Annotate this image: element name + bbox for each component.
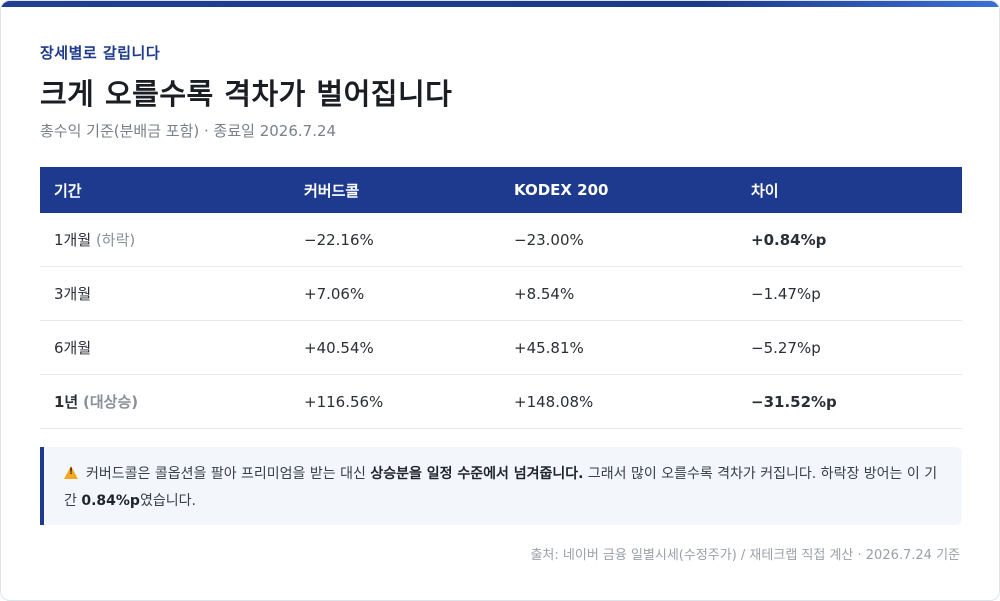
cell-kodex-200: −23.00% <box>500 213 737 267</box>
returns-table: 기간 커버드콜 KODEX 200 차이 1개월 (하락) −22.16% −2… <box>40 167 962 429</box>
cell-difference: +0.84%p <box>737 213 962 267</box>
period-label: 6개월 <box>54 339 92 357</box>
header-covered-call: 커버드콜 <box>290 167 500 213</box>
cell-period: 3개월 <box>40 266 290 321</box>
cell-covered-call: +116.56% <box>290 374 500 429</box>
cell-covered-call: +7.06% <box>290 266 500 321</box>
table-row: 1개월 (하락) −22.16% −23.00% +0.84%p <box>40 213 962 267</box>
top-accent-bar <box>1 1 999 7</box>
cell-difference: −1.47%p <box>737 266 962 321</box>
period-note: (하락) <box>95 231 136 249</box>
cell-difference: −5.27%p <box>737 320 962 375</box>
header-period: 기간 <box>40 167 290 213</box>
callout-text-3: 였습니다. <box>139 493 196 509</box>
cell-covered-call: −22.16% <box>290 213 500 267</box>
cell-period: 1년 (대상승) <box>40 374 290 429</box>
callout-bold-1: 상승분을 일정 수준에서 넘겨줍니다. <box>370 466 584 482</box>
table-row: 6개월 +40.54% +45.81% −5.27%p <box>40 320 962 375</box>
cell-period: 6개월 <box>40 320 290 375</box>
period-label: 1개월 <box>54 231 92 249</box>
header-kodex-200: KODEX 200 <box>500 167 737 213</box>
callout-text-1: 커버드콜은 콜옵션을 팔아 프리미엄을 받는 대신 <box>86 466 371 482</box>
period-note: (대상승) <box>83 393 139 411</box>
info-callout: 커버드콜은 콜옵션을 팔아 프리미엄을 받는 대신 상승분을 일정 수준에서 넘… <box>40 447 962 525</box>
page-title: 크게 오를수록 격차가 벌어집니다 <box>40 77 453 111</box>
cell-kodex-200: +8.54% <box>500 266 737 321</box>
table-row: 1년 (대상승) +116.56% +148.08% −31.52%p <box>40 374 962 429</box>
cell-kodex-200: +45.81% <box>500 320 737 375</box>
cell-covered-call: +40.54% <box>290 320 500 375</box>
callout-text-2: 그래서 많이 오를수록 격차가 커집니다. 하락장 방어는 이 기간 <box>64 466 938 509</box>
period-label: 1년 <box>54 393 79 411</box>
eyebrow-label: 장세별로 갈립니다 <box>40 44 161 62</box>
cell-kodex-200: +148.08% <box>500 374 737 429</box>
warning-icon <box>64 466 78 479</box>
table-header-row: 기간 커버드콜 KODEX 200 차이 <box>40 167 962 213</box>
period-label: 3개월 <box>54 285 92 303</box>
cell-period: 1개월 (하락) <box>40 213 290 267</box>
source-note: 출처: 네이버 금융 일별시세(수정주가) / 재테크랩 직접 계산 · 202… <box>530 548 960 563</box>
cell-difference: −31.52%p <box>737 374 962 429</box>
header-difference: 차이 <box>737 167 962 213</box>
callout-bold-2: 0.84%p <box>81 493 140 509</box>
page-subtitle: 총수익 기준(분배금 포함) · 종료일 2026.7.24 <box>40 122 337 140</box>
table-row: 3개월 +7.06% +8.54% −1.47%p <box>40 266 962 321</box>
